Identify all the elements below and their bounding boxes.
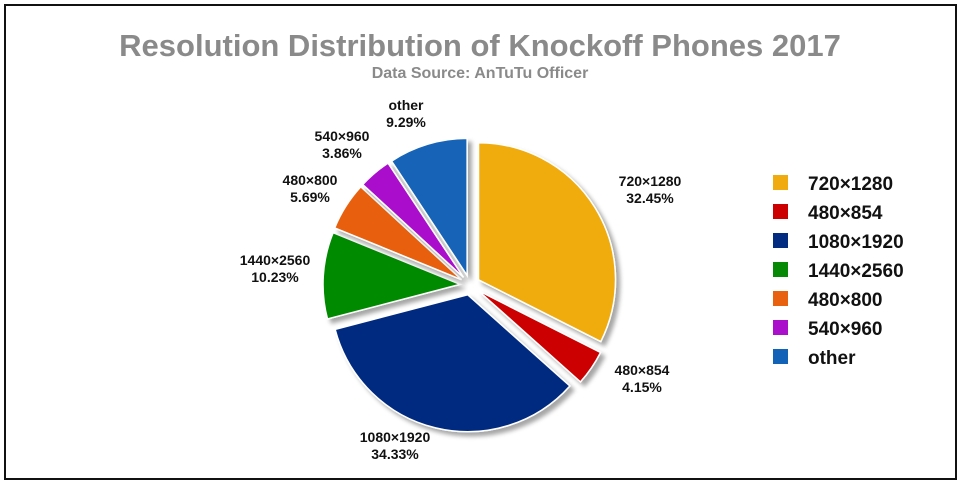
slice-category-label: other <box>389 97 425 113</box>
slice-category-label: 1080×1920 <box>360 429 431 445</box>
legend-swatch <box>773 233 788 248</box>
slice-category-label: 480×854 <box>615 362 670 378</box>
legend-swatch <box>773 204 788 219</box>
chart-title: Resolution Distribution of Knockoff Phon… <box>119 28 841 63</box>
slice-value-label: 3.86% <box>322 145 362 161</box>
pie-slice <box>333 185 463 281</box>
legend-swatch <box>773 320 788 335</box>
slice-value-label: 4.15% <box>622 379 662 395</box>
legend-swatch <box>773 291 788 306</box>
legend-swatch <box>773 349 788 364</box>
slice-value-label: 10.23% <box>251 269 299 285</box>
pie-slice <box>361 162 465 278</box>
legend-swatch <box>773 262 788 277</box>
legend-label: 540×960 <box>808 319 883 340</box>
legend-label: 480×800 <box>808 290 883 311</box>
pie-slices <box>322 137 617 433</box>
slice-value-label: 9.29% <box>386 114 426 130</box>
slice-category-label: 720×1280 <box>619 173 682 189</box>
legend-label: other <box>808 348 856 369</box>
legend-label: 1440×2560 <box>808 261 904 282</box>
pie-slice <box>477 142 617 343</box>
slice-category-label: 1440×2560 <box>240 252 311 268</box>
pie-slice <box>322 231 463 320</box>
legend-swatch <box>773 175 788 190</box>
pie-slice <box>334 293 571 433</box>
chart-subtitle: Data Source: AnTuTu Officer <box>372 65 589 82</box>
pie-slice <box>477 289 602 383</box>
legend-label: 480×854 <box>808 203 883 224</box>
slice-category-label: 540×960 <box>315 128 370 144</box>
legend: 720×1280 480×854 1080×1920 1440×2560 480×800… <box>773 174 904 369</box>
slice-category-label: 480×800 <box>283 172 338 188</box>
legend-label: 1080×1920 <box>808 232 904 253</box>
pie-slice <box>390 137 468 278</box>
slice-value-label: 34.33% <box>371 446 419 462</box>
slice-value-label: 32.45% <box>626 190 674 206</box>
legend-label: 720×1280 <box>808 174 893 195</box>
slice-value-label: 5.69% <box>290 189 330 205</box>
